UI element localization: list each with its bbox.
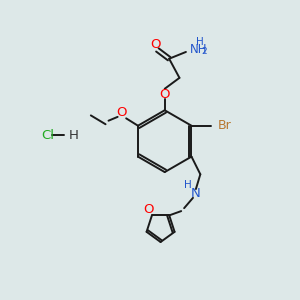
Text: Cl: Cl <box>41 129 54 142</box>
Text: 2: 2 <box>201 47 207 56</box>
Text: N: N <box>191 187 201 200</box>
Text: O: O <box>151 38 161 51</box>
Text: O: O <box>144 203 154 216</box>
Text: O: O <box>160 88 170 100</box>
Text: H: H <box>68 129 78 142</box>
Text: NH: NH <box>190 43 207 56</box>
Text: Br: Br <box>218 119 232 132</box>
Text: H: H <box>184 180 192 190</box>
Text: O: O <box>116 106 127 119</box>
Text: H: H <box>196 37 203 47</box>
